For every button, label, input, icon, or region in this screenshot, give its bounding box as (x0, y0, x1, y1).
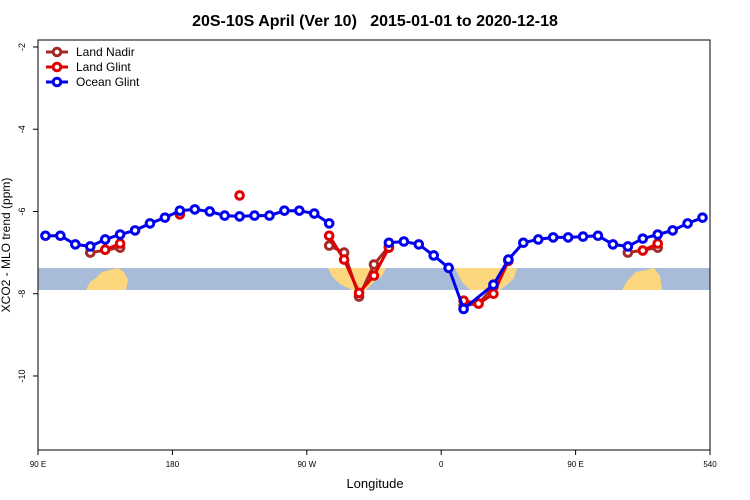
data-point (428, 250, 440, 261)
data-point (637, 233, 649, 244)
data-point (413, 239, 425, 250)
data-point (234, 211, 245, 222)
data-point (697, 212, 708, 223)
data-point (189, 204, 201, 215)
legend-marker (51, 46, 63, 58)
y-tick-label: -2 (17, 43, 27, 51)
data-point (532, 234, 544, 245)
data-point (234, 190, 245, 201)
data-point (577, 231, 589, 242)
data-point (129, 225, 141, 236)
data-point (323, 230, 335, 242)
data-point (174, 205, 186, 216)
data-point (488, 288, 499, 300)
data-point (562, 232, 574, 243)
data-point (368, 259, 380, 270)
data-point (99, 234, 111, 245)
data-point (114, 229, 126, 240)
chart-title: 20S-10S April (Ver 10) 2015-01-01 to 202… (192, 13, 558, 30)
data-point (488, 279, 499, 290)
x-tick-label: 90 W (297, 460, 316, 469)
land-patch (622, 268, 662, 290)
x-tick-label: 180 (166, 460, 180, 469)
data-point (637, 245, 649, 256)
legend-marker (51, 76, 63, 88)
data-point (443, 262, 454, 274)
data-point (323, 240, 335, 251)
data-point (249, 210, 260, 221)
legend-label: Land Glint (76, 60, 131, 74)
y-tick-label: -6 (17, 207, 27, 215)
data-point (40, 230, 51, 242)
data-point (458, 303, 469, 315)
x-axis-label: Longitude (346, 476, 403, 491)
data-point (547, 232, 559, 243)
data-point (592, 230, 604, 242)
data-point (338, 254, 350, 265)
data-point (204, 206, 216, 217)
data-point (368, 270, 380, 281)
data-point (667, 225, 678, 236)
data-point (279, 205, 290, 216)
legend-label: Land Nadir (76, 45, 135, 59)
data-point (353, 287, 365, 299)
data-point (607, 239, 619, 250)
y-tick-label: -8 (17, 290, 27, 298)
data-point (114, 238, 126, 249)
legend-label: Ocean Glint (76, 75, 140, 89)
series-line (45, 207, 704, 312)
y-tick-label: -10 (17, 369, 27, 382)
land-patch (86, 268, 128, 290)
y-tick-label: -4 (17, 125, 27, 133)
data-point (55, 230, 66, 242)
x-tick-label: 90 E (30, 460, 46, 469)
data-point (264, 210, 275, 221)
data-point (622, 241, 634, 252)
data-point (84, 241, 96, 252)
legend-marker (51, 61, 63, 73)
data-point (518, 237, 529, 249)
data-point (323, 218, 335, 229)
y-axis-label: XCO2 - MLO trend (ppm) (0, 178, 13, 313)
data-point (99, 244, 111, 256)
data-point (398, 236, 410, 247)
data-point (219, 210, 230, 221)
data-point (294, 205, 305, 216)
data-point (682, 218, 693, 229)
data-point (652, 229, 664, 240)
data-point (652, 238, 664, 249)
data-point (144, 218, 156, 229)
x-tick-label: 90 E (567, 460, 583, 469)
plot-frame (37, 39, 711, 451)
data-point (473, 298, 484, 309)
x-tick-label: 0 (439, 460, 444, 469)
data-point (383, 237, 395, 249)
data-point (70, 239, 81, 250)
data-point (308, 208, 320, 219)
data-point (159, 212, 171, 223)
data-point (503, 254, 514, 265)
x-tick-label: 540 (703, 460, 717, 469)
